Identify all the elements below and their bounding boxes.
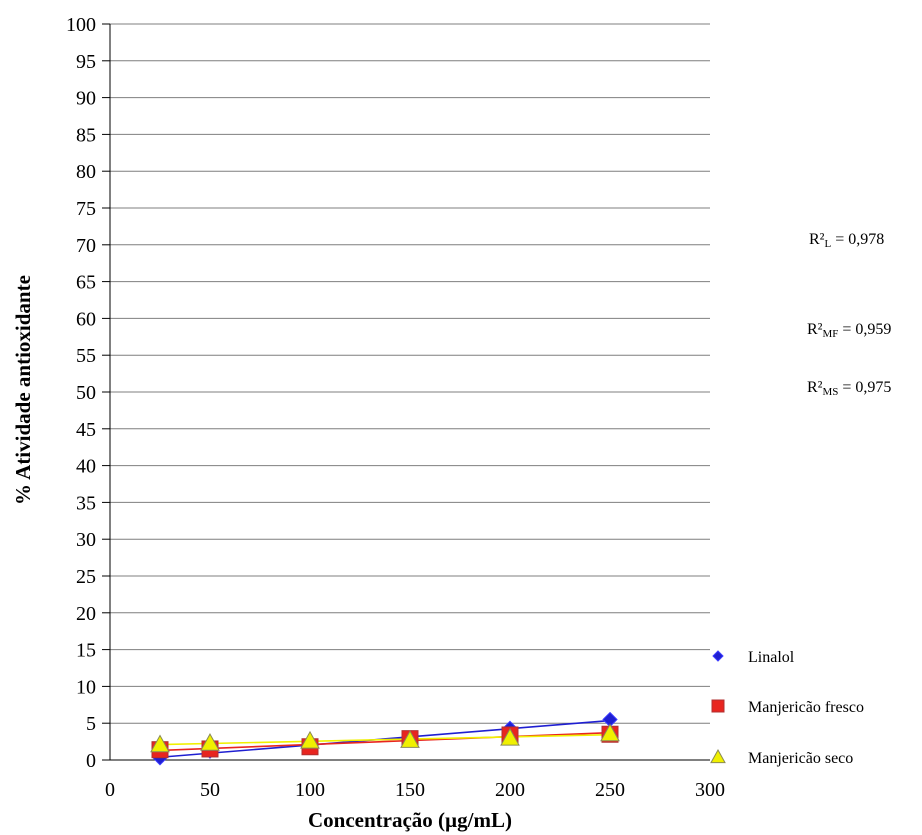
- trendline-2: [159, 731, 611, 752]
- x-tick-label: 300: [695, 779, 725, 801]
- y-axis-title: % Atividade antioxidante: [11, 275, 35, 505]
- y-tick-label: 30: [76, 529, 96, 551]
- y-tick-labels: 0 5 10 15 20 25 30 35 40 45 50 55 60 65 70 75 80 85 90 95 10…: [66, 14, 96, 772]
- y-tick-label: 55: [76, 345, 96, 367]
- x-tick-label: 0: [105, 779, 115, 801]
- x-tick-label: 250: [595, 779, 625, 801]
- y-tick-label: 25: [76, 566, 96, 588]
- r2-manjericao-fresco: R²MF = 0,959: [807, 321, 892, 340]
- x-tick-label: 150: [395, 779, 425, 801]
- axes: [102, 23, 710, 761]
- y-tick-label: 75: [76, 198, 96, 220]
- data-point-3: [400, 730, 420, 748]
- y-tick-label: 20: [76, 603, 96, 625]
- y-tick-label: 95: [76, 51, 96, 73]
- y-tick-label: 15: [76, 640, 96, 662]
- x-axis-title: Concentração (µg/mL): [308, 808, 512, 832]
- y-tick-label: 0: [86, 750, 96, 772]
- y-tick-label: 60: [76, 308, 96, 330]
- trendline-3: [159, 733, 611, 746]
- x-tick-label: 100: [295, 779, 325, 801]
- legend-label: Manjericão seco: [748, 750, 853, 767]
- data-points: [150, 711, 620, 766]
- x-tick-label: 200: [495, 779, 525, 801]
- trendlines: [159, 719, 611, 759]
- legend-marker-3: [710, 748, 726, 764]
- legend-marker-2: [711, 699, 725, 713]
- y-tick-label: 40: [76, 456, 96, 478]
- legend-label: Manjericão fresco: [748, 699, 864, 716]
- r2-linalol: R²L = 0,978: [809, 231, 885, 250]
- y-tick-label: 85: [76, 124, 96, 146]
- y-tick-label: 50: [76, 382, 96, 404]
- legend-marker-1: [712, 650, 724, 662]
- y-tick-label: 35: [76, 492, 96, 514]
- y-tick-label: 5: [86, 713, 96, 735]
- x-tick-labels: 0 50 100 150 200 250 300: [105, 779, 725, 801]
- x-tick-label: 50: [200, 779, 220, 801]
- y-tick-label: 45: [76, 419, 96, 441]
- y-tick-label: 90: [76, 88, 96, 110]
- data-point-3: [150, 734, 170, 753]
- gridlines: [110, 23, 710, 724]
- y-tick-label: 70: [76, 235, 96, 257]
- data-point-3: [500, 727, 520, 746]
- data-point-3: [200, 733, 220, 751]
- data-point-3: [600, 723, 620, 742]
- legend-label: Linalol: [748, 649, 795, 666]
- y-tick-label: 65: [76, 272, 96, 294]
- data-point-3: [300, 730, 320, 749]
- y-tick-label: 10: [76, 676, 96, 698]
- y-tick-label: 100: [66, 14, 96, 36]
- legend: Linalol Manjericão fresco Manjericão seco: [710, 649, 864, 767]
- y-tick-label: 80: [76, 161, 96, 183]
- r2-manjericao-seco: R²MS = 0,975: [807, 379, 892, 398]
